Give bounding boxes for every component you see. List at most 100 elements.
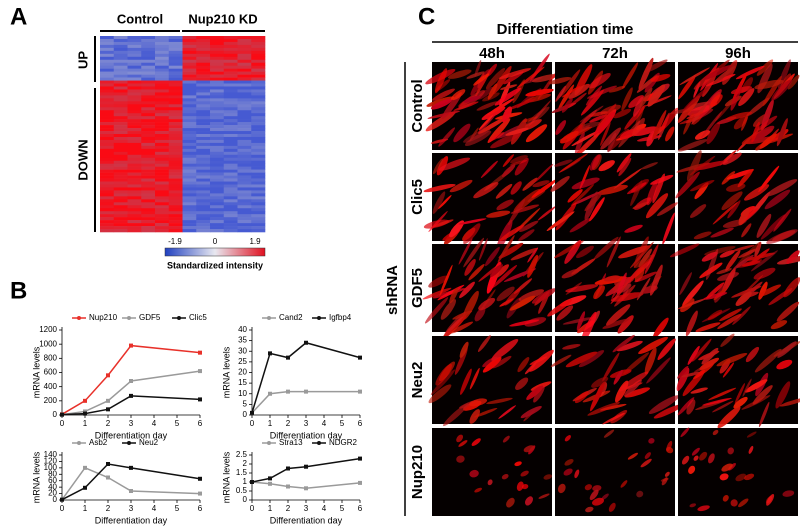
cell (499, 298, 514, 307)
x-tick-label: 5 (340, 419, 345, 428)
cell (501, 106, 513, 123)
heat-cell (100, 163, 115, 167)
heat-cell (223, 190, 238, 194)
heat-cell (141, 199, 156, 203)
heat-cell (127, 187, 142, 191)
heat-cell (210, 77, 225, 81)
cell (482, 356, 502, 373)
cell (775, 381, 791, 409)
heat-cell (155, 229, 170, 233)
heat-cell (196, 122, 211, 126)
heat-cell (251, 38, 266, 43)
cell (710, 94, 723, 107)
cell (652, 110, 667, 141)
cell (522, 177, 538, 191)
heat-cell (237, 190, 252, 194)
heat-cell (182, 178, 197, 182)
heat-cell (223, 178, 238, 182)
heat-cell (223, 142, 238, 147)
cell (777, 341, 797, 358)
cell (744, 473, 755, 481)
heat-cell (127, 92, 142, 96)
heat-cell (210, 83, 225, 87)
cell (497, 235, 515, 263)
heat-cell (113, 107, 128, 111)
heat-cell (113, 229, 128, 233)
heat-cell (251, 178, 266, 182)
point (268, 351, 272, 356)
y-tick-label: 1 (243, 477, 248, 486)
heat-cell (127, 41, 142, 46)
cell (627, 452, 639, 460)
cell (682, 280, 704, 306)
heat-cell (237, 77, 252, 81)
heat-cell (155, 104, 170, 108)
cell (701, 111, 723, 139)
heat-cell (237, 74, 252, 78)
heat-cell (155, 113, 170, 117)
heat-cell (223, 139, 238, 144)
heat-cell (182, 148, 197, 153)
cell (676, 367, 690, 391)
heat-cell (210, 169, 225, 173)
heat-cell (251, 98, 266, 102)
heat-cell (210, 86, 225, 90)
heat-cell (237, 166, 252, 170)
heat-cell (210, 131, 225, 135)
y-tick-label: 20 (238, 368, 247, 377)
cell (574, 469, 580, 479)
heat-cell (210, 226, 225, 230)
heat-cell (168, 187, 183, 191)
point (198, 350, 202, 355)
heat-cell (237, 136, 252, 141)
heat-cell (210, 59, 225, 64)
heat-cell (210, 151, 225, 156)
heat-cell (168, 154, 183, 159)
heat-cell (141, 142, 156, 147)
heat-cell (141, 62, 156, 66)
cell (602, 318, 630, 329)
cell (623, 352, 650, 375)
heat-cell (141, 77, 156, 81)
cell (721, 463, 733, 472)
heat-cell (155, 134, 170, 138)
heat-cell (237, 47, 252, 52)
cell (580, 89, 604, 116)
cell (553, 240, 584, 259)
heat-cell (127, 196, 142, 200)
y-tick-label: 600 (44, 368, 58, 377)
cell (495, 183, 513, 199)
cell (592, 497, 604, 506)
heat-cell (251, 56, 266, 61)
heat-cell (182, 80, 197, 84)
heat-cell (113, 38, 128, 43)
legend-marker (127, 316, 131, 320)
cell (496, 286, 515, 302)
heat-cell (100, 71, 115, 75)
cell (579, 105, 604, 123)
heat-cell (196, 169, 211, 173)
heat-cell (155, 89, 170, 93)
y-tick-label: 10 (238, 389, 247, 398)
heat-cell (155, 172, 170, 176)
heat-cell (127, 53, 142, 58)
cell (502, 154, 515, 168)
heat-cell (182, 92, 197, 96)
cell (776, 301, 800, 322)
heat-cell (141, 160, 156, 164)
cell (608, 85, 626, 93)
heat-cell (210, 136, 225, 141)
y-axis-label: mRNA levels (31, 451, 41, 503)
heat-cell (182, 44, 197, 49)
y-tick-label: 120 (44, 457, 58, 466)
heat-cell (182, 53, 197, 58)
cell (486, 98, 515, 116)
heat-cell (196, 119, 211, 123)
heat-cell (168, 151, 183, 156)
cell (602, 412, 626, 425)
heat-cell (196, 220, 211, 224)
x-tick-label: 4 (322, 504, 327, 513)
cell (574, 132, 600, 158)
heat-cell (251, 110, 266, 114)
cell (703, 292, 728, 300)
